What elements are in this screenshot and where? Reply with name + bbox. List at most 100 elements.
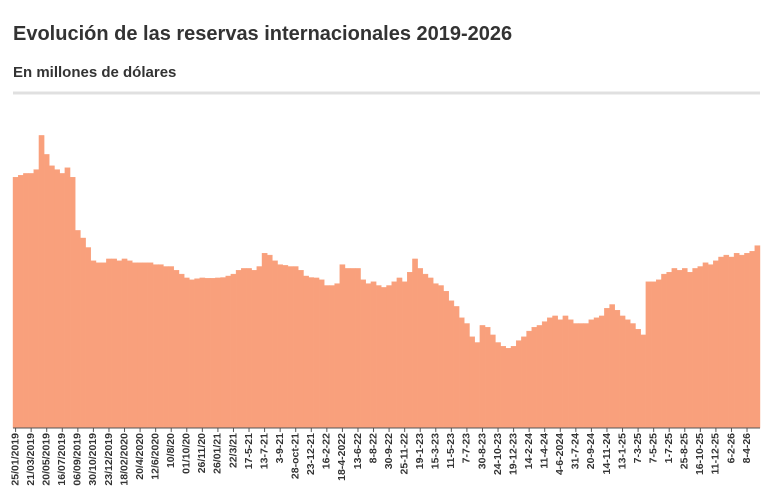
bar (510, 346, 517, 429)
bar (386, 285, 392, 429)
x-tick-label: 14-2-24 (523, 433, 535, 469)
x-tick-label: 15-3-23 (430, 433, 442, 469)
bar (339, 264, 346, 429)
bar (697, 266, 704, 429)
bar (168, 266, 175, 429)
x-tick-label: 13-1-25 (616, 433, 628, 469)
bar (147, 262, 154, 429)
bar (318, 279, 325, 429)
bar (505, 348, 512, 429)
x-tick-label: 13-6-22 (352, 433, 364, 469)
bar (75, 230, 81, 429)
bar (49, 165, 55, 429)
bar (609, 304, 615, 429)
chart-title: Evolución de las reservas internacionale… (13, 23, 512, 45)
x-tick-label: 21/03/2019 (25, 433, 37, 486)
x-tick-label: 11-5-23 (445, 433, 457, 469)
bar (593, 317, 600, 429)
bar (54, 169, 60, 429)
bar (43, 154, 50, 429)
bar (713, 260, 719, 429)
bar (495, 342, 501, 429)
bar (692, 268, 698, 429)
bar (251, 270, 258, 429)
bar (573, 323, 579, 429)
bar (126, 260, 133, 429)
x-tick-label: 17-5-21 (243, 433, 255, 469)
bar (90, 260, 97, 429)
bar (541, 321, 548, 429)
bar (59, 173, 66, 429)
bar (650, 281, 657, 429)
x-tick-label: 23-12-21 (305, 433, 317, 475)
bar (261, 252, 268, 429)
x-tick-label: 18/02/2020 (118, 433, 130, 486)
bar (246, 268, 252, 429)
bar (69, 176, 76, 429)
bar (401, 281, 408, 429)
bar (199, 277, 206, 429)
bar (365, 283, 372, 429)
bar (718, 256, 724, 429)
bar (614, 310, 621, 429)
bar (334, 283, 341, 429)
bar (407, 272, 413, 429)
x-tick-label: 24-10-23 (492, 433, 504, 475)
bar (723, 254, 730, 429)
x-tick-label: 4-6-2024 (554, 433, 566, 475)
bar (194, 278, 200, 429)
x-tick-label: 26/01/21 (212, 433, 224, 474)
bar (282, 265, 289, 429)
bar (225, 275, 232, 429)
x-tick-label: 25-11-22 (398, 433, 410, 475)
x-tick-label: 30-9-22 (383, 433, 395, 469)
bar (438, 285, 444, 429)
bar (484, 327, 491, 429)
bar (158, 264, 164, 429)
bar (671, 268, 678, 429)
bar (453, 306, 460, 429)
bar (173, 270, 180, 429)
bar (598, 315, 605, 429)
bar (707, 264, 714, 429)
bar (28, 173, 34, 429)
bar (536, 325, 543, 429)
bar (676, 270, 683, 429)
bar (733, 252, 740, 429)
bar (64, 167, 71, 429)
bar (266, 254, 273, 429)
bar (235, 270, 242, 429)
x-tick-label: 26/11/20 (196, 433, 208, 473)
bar (531, 327, 538, 429)
bar (100, 262, 107, 429)
bar (220, 277, 226, 429)
bar (702, 262, 709, 429)
bar (557, 319, 564, 429)
bar (313, 277, 320, 429)
bar (204, 278, 211, 429)
bar (552, 315, 558, 429)
bar (656, 279, 662, 429)
x-tick-label: 20/05/2019 (41, 433, 53, 486)
bar (458, 317, 465, 429)
bar (469, 336, 475, 429)
bar (490, 334, 496, 429)
bar (739, 254, 745, 429)
bar (474, 342, 481, 429)
bar (241, 268, 247, 429)
x-tick-label: 7-7-23 (461, 433, 473, 464)
bar (521, 336, 527, 429)
bar (256, 266, 263, 429)
bar (567, 319, 574, 429)
bar (619, 315, 626, 429)
bar (23, 173, 29, 429)
x-tick-label: 7-3-25 (632, 433, 644, 464)
bar (448, 300, 455, 429)
x-tick-label: 16/07/2019 (56, 433, 68, 486)
bar (624, 319, 631, 429)
bar (360, 279, 366, 429)
bar (432, 283, 439, 429)
x-tick-label: 22/3/21 (227, 433, 239, 468)
bar (412, 258, 418, 429)
